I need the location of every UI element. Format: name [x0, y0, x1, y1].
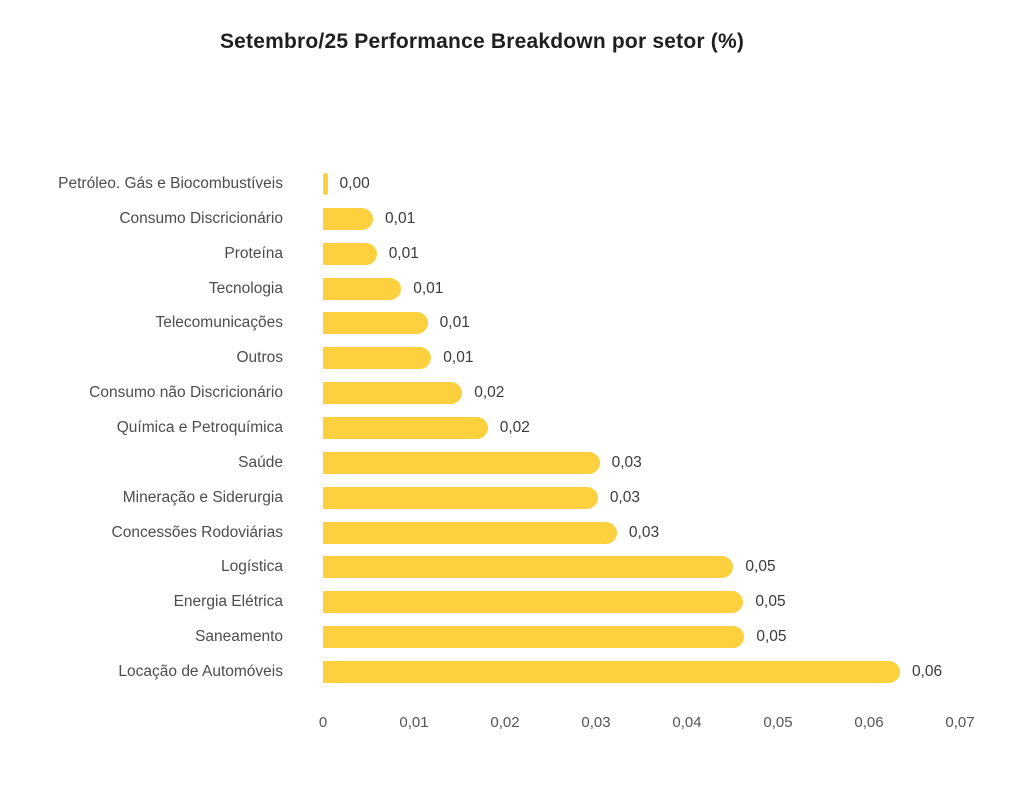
category-label: Consumo Discricionário: [119, 209, 283, 227]
value-label: 0,01: [388, 244, 419, 262]
bar-row: Locação de Automóveis 0,06: [0, 660, 1024, 683]
bar-row: Mineração e Siderurgia 0,03: [0, 486, 1024, 509]
category-label: Proteína: [224, 244, 283, 262]
category-label: Petróleo. Gás e Biocombustíveis: [58, 175, 283, 192]
value-label: 0,05: [756, 628, 787, 646]
bar-row: Logística 0,05: [0, 556, 1024, 579]
value-label: 0,02: [474, 384, 505, 402]
x-tick-label: 0,07: [945, 714, 975, 731]
category-label: Telecomunicações: [155, 314, 283, 332]
category-label: Logística: [220, 558, 283, 576]
category-label: Saúde: [238, 453, 283, 471]
category-label: Energia Elétrica: [173, 593, 283, 611]
bar-row: Química e Petroquímica 0,02: [0, 416, 1024, 439]
x-tick-label: 0,06: [854, 714, 884, 731]
x-tick-label: 0,05: [763, 714, 793, 731]
category-label: Consumo não Discricionário: [89, 384, 283, 402]
category-label: Tecnologia: [208, 279, 283, 297]
bar-row: Energia Elétrica 0,05: [0, 591, 1024, 614]
bar: [323, 486, 598, 509]
bar-row: Petróleo. Gás e Biocombustíveis 0,00: [0, 173, 1024, 195]
value-label: 0,05: [755, 593, 786, 611]
bar: [323, 626, 745, 649]
x-axis: 0 0,01 0,02 0,03 0,04 0,05 0,06 0,07: [0, 714, 1024, 736]
bar-row: Tecnologia 0,01: [0, 277, 1024, 300]
value-label: 0,03: [609, 488, 640, 506]
category-label: Locação de Automóveis: [118, 662, 283, 680]
value-label: 0,01: [439, 314, 470, 332]
bar: [323, 207, 374, 230]
category-label: Mineração e Siderurgia: [122, 488, 283, 506]
bar-row: Saneamento 0,05: [0, 626, 1024, 649]
value-label: 0,02: [499, 418, 530, 436]
bar: [323, 382, 463, 405]
category-label: Outros: [236, 349, 283, 367]
bar: [323, 451, 600, 474]
bar: [323, 347, 432, 370]
x-tick-label: 0,02: [490, 714, 520, 731]
bar: [323, 312, 428, 335]
value-label: 0,05: [745, 558, 776, 576]
bar-row: Consumo Discricionário 0,01: [0, 207, 1024, 230]
bar-row: Saúde 0,03: [0, 451, 1024, 474]
value-label: 0,00: [339, 175, 370, 192]
bar-row: Proteína 0,01: [0, 242, 1024, 265]
category-label: Química e Petroquímica: [116, 418, 283, 436]
bar-row: Consumo não Discricionário 0,02: [0, 382, 1024, 405]
x-tick-label: 0,01: [399, 714, 429, 731]
bar: [323, 591, 744, 614]
value-label: 0,03: [628, 523, 660, 541]
bar: [323, 416, 488, 439]
value-label: 0,03: [611, 453, 642, 471]
bar-row: Telecomunicações 0,01: [0, 312, 1024, 335]
chart-title: Setembro/25 Performance Breakdown por se…: [219, 30, 745, 53]
x-tick-label: 0,04: [672, 714, 702, 731]
bar: [323, 660, 900, 683]
bar: [323, 173, 328, 195]
category-label: Saneamento: [195, 628, 283, 646]
category-label: Concessões Rodoviárias: [111, 523, 283, 541]
value-label: 0,01: [385, 209, 416, 227]
bar: [323, 277, 402, 300]
bar-row: Outros 0,01: [0, 347, 1024, 370]
bar-row: Concessões Rodoviárias 0,03: [0, 521, 1024, 544]
x-tick-label: 0,03: [581, 714, 611, 731]
bar: [323, 242, 377, 265]
value-label: 0,01: [413, 279, 444, 297]
value-label: 0,06: [911, 662, 943, 680]
value-label: 0,01: [443, 349, 474, 367]
bar: [323, 521, 617, 544]
bar: [323, 556, 734, 579]
x-tick-label: 0: [318, 714, 328, 731]
